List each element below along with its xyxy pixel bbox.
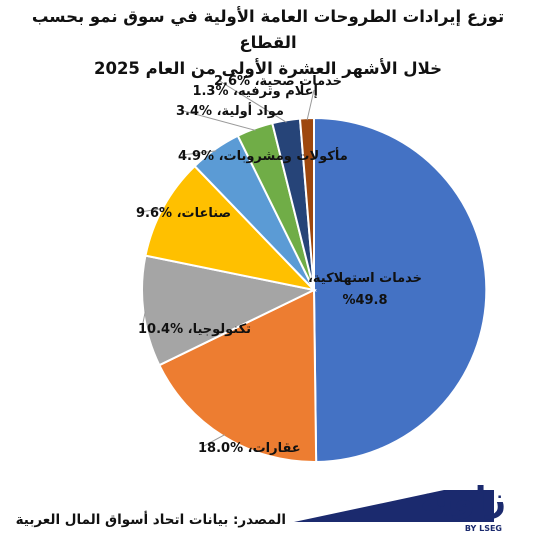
slice-label-5: مواد أولية، %3.4 xyxy=(176,102,284,119)
chart-title: توزع إيرادات الطروحات العامة الأولية في … xyxy=(12,4,524,82)
slice-label-3: صناعات، %9.6 xyxy=(136,206,231,221)
leader-lines xyxy=(139,79,315,448)
leader-line-2 xyxy=(141,311,146,329)
slice-label-2: تكنولوجيا، %10.4 xyxy=(138,322,251,337)
slice-labels: خدمات استهلاكية، %49.8 عقارات، %18.0 تكنولو… xyxy=(136,74,422,456)
zawya-logo: زاوية xyxy=(420,480,506,520)
leader-line-6 xyxy=(217,79,287,123)
leader-line-4 xyxy=(181,150,217,156)
pie-slice-2 xyxy=(141,254,318,367)
pie-slice-7 xyxy=(298,116,315,291)
leader-line-5 xyxy=(179,109,256,131)
slice-label-6: خدمات صحية، %2.6 xyxy=(214,74,342,89)
pie-slice-1 xyxy=(157,288,318,463)
leader-line-3 xyxy=(139,207,166,213)
logo-subtitle: BY LSEG xyxy=(464,524,502,533)
pie-slice-0 xyxy=(313,116,488,464)
chart-title-line-2: خلال الأشهر العشرة الأولى من العام 2025 xyxy=(93,59,443,78)
slice-label-7: إعلام وترفيه، %1.3 xyxy=(192,84,318,99)
slice-label-1: عقارات، %18.0 xyxy=(198,441,301,456)
leader-line-7 xyxy=(306,89,315,121)
pie-slices xyxy=(141,116,488,464)
chart-title-line-1: توزع إيرادات الطروحات العامة الأولية في … xyxy=(31,7,505,52)
slice-label-0: خدمات استهلاكية، %49.8 xyxy=(308,271,422,308)
source-note: المصدر: بيانات اتحاد أسواق المال العربية xyxy=(15,512,286,528)
slice-label-4: مأكولات ومشروبات، %4.9 xyxy=(178,147,348,164)
pie-slice-3 xyxy=(144,164,317,292)
leader-line-1 xyxy=(201,434,225,448)
logo-band xyxy=(294,490,494,522)
